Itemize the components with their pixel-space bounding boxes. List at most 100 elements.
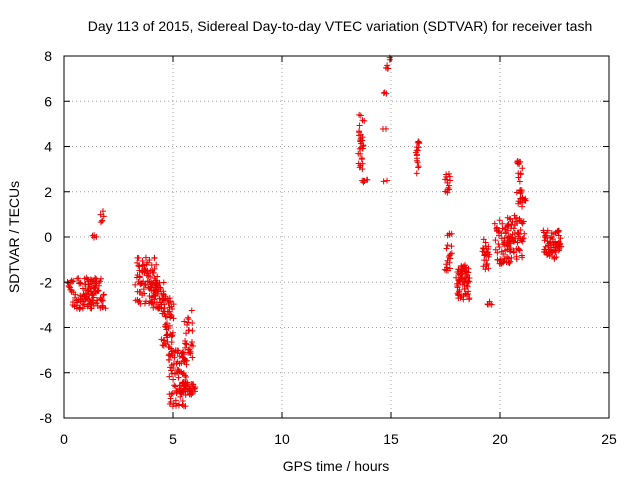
data-point — [385, 65, 392, 72]
data-point — [384, 177, 391, 184]
data-point — [132, 281, 139, 288]
data-point — [152, 293, 159, 300]
data-point — [102, 305, 109, 312]
data-point — [192, 388, 199, 395]
data-point — [185, 316, 192, 323]
data-point — [90, 294, 97, 301]
data-point — [494, 224, 501, 231]
data-point — [159, 342, 166, 349]
data-point — [507, 244, 514, 251]
data-point — [170, 301, 177, 308]
data-point — [508, 254, 515, 261]
data-point — [357, 112, 364, 119]
data-point — [100, 291, 107, 298]
data-point — [175, 347, 182, 354]
data-point — [359, 160, 366, 167]
data-point — [183, 374, 190, 381]
data-point — [506, 215, 513, 222]
data-point — [461, 285, 468, 292]
data-point — [153, 261, 160, 268]
y-tick-label: -2 — [40, 274, 53, 290]
data-point — [183, 340, 190, 347]
data-point — [466, 274, 473, 281]
data-point — [414, 151, 421, 158]
data-point — [189, 327, 196, 334]
data-point — [517, 158, 524, 165]
data-point — [151, 255, 158, 262]
data-point — [87, 276, 94, 283]
data-point — [87, 285, 94, 292]
data-point — [79, 305, 86, 312]
data-point — [150, 269, 157, 276]
data-point — [146, 257, 153, 264]
data-point — [187, 350, 194, 357]
data-point — [100, 208, 107, 215]
data-point — [167, 311, 174, 318]
y-tick-label: 2 — [44, 184, 52, 200]
data-point — [184, 379, 191, 386]
data-point — [135, 262, 142, 269]
data-point — [459, 275, 466, 282]
data-point — [494, 249, 501, 256]
y-tick-label: 6 — [44, 93, 52, 109]
data-point — [77, 279, 84, 286]
data-point — [171, 354, 178, 361]
data-point — [386, 56, 393, 63]
data-point — [136, 263, 143, 270]
data-point — [88, 277, 95, 284]
data-point — [160, 279, 167, 286]
data-point — [416, 139, 423, 146]
data-point — [558, 243, 565, 250]
data-point — [521, 196, 528, 203]
data-point — [557, 240, 564, 247]
data-point — [163, 313, 170, 320]
data-point — [359, 166, 366, 173]
data-point — [465, 269, 472, 276]
data-point — [515, 174, 522, 181]
data-point — [516, 246, 523, 253]
data-point — [176, 368, 183, 375]
data-point — [448, 250, 455, 257]
data-point — [77, 280, 84, 287]
data-point — [356, 122, 363, 129]
data-point — [169, 329, 176, 336]
data-point — [414, 147, 421, 154]
data-point — [186, 327, 193, 334]
data-point — [86, 300, 93, 307]
data-point — [553, 254, 560, 261]
data-point — [552, 249, 559, 256]
x-tick-label: 25 — [601, 431, 617, 447]
data-point — [491, 220, 498, 227]
data-point — [456, 287, 463, 293]
data-point — [465, 278, 472, 285]
x-tick-label: 20 — [492, 431, 508, 447]
data-point — [544, 251, 551, 258]
data-point — [182, 403, 189, 410]
data-point — [540, 229, 547, 236]
data-point — [517, 171, 524, 178]
data-point — [142, 254, 149, 261]
data-point — [69, 298, 76, 305]
data-point — [134, 259, 141, 266]
data-point — [97, 296, 104, 303]
data-point — [505, 220, 512, 227]
data-point — [169, 305, 176, 312]
data-point — [519, 199, 526, 206]
data-point — [446, 182, 453, 189]
data-point — [359, 137, 366, 144]
data-point — [163, 320, 170, 327]
data-point — [522, 197, 529, 204]
data-point — [72, 291, 79, 298]
data-point — [443, 171, 450, 178]
data-point — [69, 278, 76, 285]
data-point — [167, 299, 174, 306]
data-point — [157, 284, 164, 291]
data-point — [555, 228, 562, 235]
data-point — [447, 177, 454, 184]
data-point — [66, 283, 73, 290]
data-point — [76, 306, 83, 313]
data-point — [79, 298, 86, 305]
data-point — [183, 382, 190, 389]
data-point — [170, 364, 177, 371]
